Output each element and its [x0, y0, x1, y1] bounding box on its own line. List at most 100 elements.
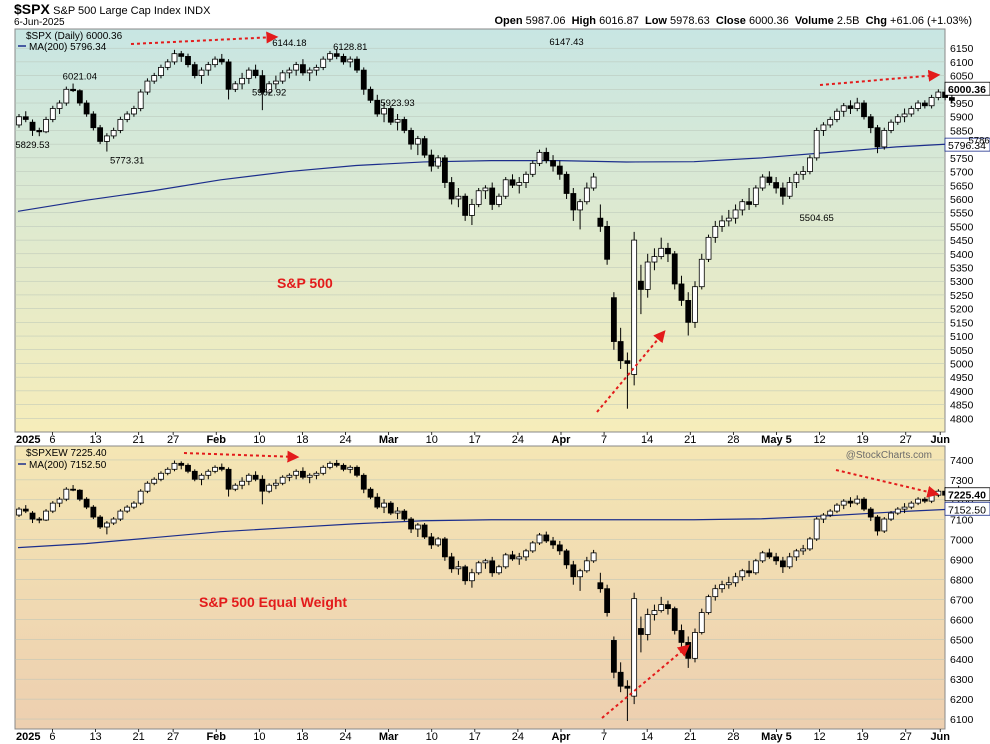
candle-body: [137, 91, 144, 109]
candle-body: [921, 102, 928, 107]
ma-value-box: 5796.34: [944, 137, 990, 152]
candle-body: [604, 225, 611, 260]
top-grid: [15, 47, 945, 419]
header-symbol: $SPX: [14, 1, 50, 17]
candle-body: [583, 560, 590, 572]
x-tick-label: 7: [601, 434, 607, 446]
top-panel-label: S&P 500: [277, 275, 333, 291]
price-annotation: 5829.53: [15, 140, 49, 151]
candle-body: [245, 474, 252, 482]
candle-body: [543, 534, 550, 542]
candle-body: [752, 560, 759, 574]
x-tick-label: Jun: [930, 434, 950, 446]
candle-body: [928, 97, 935, 107]
candle-body: [813, 130, 820, 159]
x-tick-label: 18: [296, 731, 308, 743]
candle-body: [97, 127, 104, 142]
candle-body: [36, 518, 43, 521]
y-tick-label: 6600: [950, 614, 974, 626]
candle-body: [732, 576, 739, 584]
y-tick-label: 6900: [950, 555, 974, 567]
candle-body: [191, 64, 198, 77]
candle-body: [509, 554, 516, 560]
y-tick-label: 5250: [950, 290, 974, 302]
candle-body: [103, 522, 110, 528]
y-tick-label: 5850: [950, 125, 974, 137]
x-tick-label: 19: [857, 434, 869, 446]
candle-body: [36, 130, 43, 133]
x-tick-label: May 5: [761, 434, 792, 446]
x-tick-label: 14: [641, 731, 653, 743]
candle-body: [266, 484, 273, 492]
candle-body: [367, 88, 374, 101]
candle-body: [252, 69, 259, 77]
candle-body: [834, 504, 840, 512]
last-close-box: 7225.40: [944, 487, 990, 502]
candle-body: [414, 138, 421, 145]
candle-body: [340, 464, 347, 470]
candle-body: [97, 516, 104, 528]
candle-body: [313, 472, 320, 476]
candle-body: [624, 360, 631, 364]
candle-body: [773, 182, 780, 189]
candle-body: [577, 570, 583, 578]
candle-body: [110, 518, 117, 524]
y-tick-label: 6100: [950, 57, 974, 69]
candle-body: [239, 480, 245, 486]
candle-body: [306, 69, 313, 74]
x-tick-label: Feb: [206, 434, 226, 446]
candle-body: [617, 341, 624, 362]
top-annotations: 5829.53 6021.04 5773.31 5962.92 6144.18 6128.…: [15, 37, 990, 224]
candle-body: [894, 116, 901, 123]
candle-body: [272, 482, 279, 486]
candle-body: [543, 151, 550, 161]
candle-body: [137, 490, 144, 504]
candle-body: [90, 113, 97, 129]
candle-body: [617, 671, 624, 687]
candle-body: [881, 518, 888, 532]
candle-body: [387, 502, 394, 514]
candle-body: [746, 201, 752, 205]
candle-body: [448, 556, 455, 570]
candle-body: [266, 83, 273, 93]
candle-body: [340, 56, 347, 63]
bottom-candles: [16, 459, 962, 722]
low-value: 5978.63: [670, 15, 710, 27]
candle-body: [570, 193, 577, 211]
price-annotation: 6128.81: [333, 42, 367, 53]
candle-body: [516, 556, 523, 560]
candle-body: [360, 69, 367, 90]
candle-body: [232, 83, 239, 90]
candle-body: [49, 502, 56, 512]
candle-body: [320, 466, 327, 474]
y-tick-label: 5750: [950, 153, 974, 165]
y-tick-label: 5100: [950, 331, 974, 343]
candle-body: [272, 80, 279, 85]
candle-body: [428, 154, 435, 167]
top-panel-background: [14, 28, 946, 433]
candle-body: [523, 550, 529, 558]
y-tick-label: 5950: [950, 98, 974, 110]
candle-body: [921, 498, 928, 502]
x-tick-label: 17: [469, 434, 481, 446]
bottom-y-axis: 7400730072007100700069006800670066006500…: [944, 455, 990, 726]
candle-body: [245, 69, 252, 79]
candle-body: [739, 201, 746, 211]
candle-body: [583, 187, 590, 203]
candle-body: [631, 598, 638, 697]
candle-body: [658, 247, 665, 257]
candle-body: [441, 157, 448, 183]
candle-body: [286, 474, 293, 478]
candle-body: [827, 510, 834, 516]
candle-body: [854, 498, 861, 504]
y-tick-label: 6500: [950, 634, 974, 646]
candle-body: [881, 130, 888, 148]
candle-body: [110, 130, 117, 137]
candle-body: [759, 552, 766, 562]
x-tick-label: 12: [813, 434, 825, 446]
candle-body: [394, 510, 401, 514]
x-tick-label: 27: [167, 731, 179, 743]
top-ma200-line: [17, 143, 948, 212]
volume-label: Volume: [794, 15, 834, 27]
x-tick-label: Apr: [552, 731, 572, 743]
